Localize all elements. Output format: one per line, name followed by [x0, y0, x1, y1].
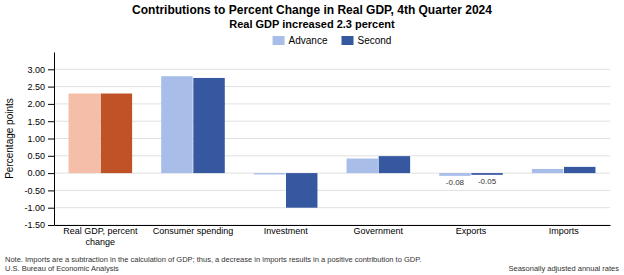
tick: -1.50 — [24, 220, 54, 230]
tick-mark — [48, 190, 54, 191]
x-axis: Real GDP, percentchange Consumer spending… — [55, 226, 611, 247]
series — [69, 76, 564, 176]
grid-line — [54, 103, 610, 104]
tick: 2.50 — [27, 82, 54, 92]
grid-line — [54, 190, 610, 191]
tick-label: Consumer spending — [153, 226, 234, 236]
bar — [161, 76, 192, 173]
note: U.S. Bureau of Economic Analysis — [5, 264, 119, 273]
tick: 1.00 — [27, 134, 54, 144]
tick-mark — [48, 208, 54, 209]
chart: -1.50 -1.00 -0.50 0.00 0.50 1.00 1.50 2.00 2.50 3… — [0, 0, 624, 275]
bar — [254, 173, 285, 174]
legend-item: Second — [342, 35, 392, 46]
tick-label: Real GDP, percentchange — [63, 226, 138, 246]
tick: 0.50 — [27, 151, 54, 161]
tick: 0.00 — [27, 168, 54, 178]
data-labels: -0.08 -0.05 — [446, 177, 497, 187]
legend: Advance Second — [273, 35, 392, 46]
tick-label: 1.00 — [27, 134, 45, 144]
tick-mark — [48, 87, 54, 88]
tick-label: -1.00 — [24, 203, 45, 213]
tick-mark — [48, 104, 54, 105]
tick: Consumer spending — [153, 226, 234, 236]
bar — [379, 156, 410, 173]
bar — [193, 78, 224, 173]
tick-label: Imports — [549, 226, 580, 236]
y-axis: -1.50 -1.00 -0.50 0.00 0.50 1.00 1.50 2.00 2.50 3… — [24, 53, 54, 231]
tick-mark — [48, 225, 54, 226]
bar — [532, 169, 563, 173]
bar — [69, 94, 100, 174]
tick-label: 0.00 — [27, 168, 45, 178]
tick-mark — [48, 156, 54, 157]
bar — [101, 94, 132, 174]
legend-swatch — [342, 36, 354, 45]
axis-line — [54, 53, 55, 226]
tick: Exports — [456, 226, 487, 236]
note: Note. Imports are a subtraction in the c… — [5, 255, 421, 264]
tick-label: Government — [354, 226, 404, 236]
grid-line — [54, 155, 610, 156]
legend-label: Second — [358, 35, 392, 46]
series — [101, 78, 596, 208]
tick-mark — [48, 139, 54, 140]
bar — [439, 173, 470, 176]
tick: 3.00 — [27, 65, 54, 75]
grid-line — [54, 207, 610, 208]
tick-mark — [48, 173, 54, 174]
bars — [69, 76, 596, 207]
data-label: -0.08 — [446, 178, 465, 187]
tick: Government — [354, 226, 404, 236]
tick-label: 3.00 — [27, 65, 45, 75]
tick: -0.50 — [24, 186, 54, 196]
tick-label: Exports — [456, 226, 487, 236]
axis-title: Percentage points — [4, 98, 15, 179]
grid — [54, 69, 610, 225]
bar — [347, 159, 378, 174]
tick: 1.50 — [27, 117, 54, 127]
tick-label: 0.50 — [27, 151, 45, 161]
tick: Investment — [264, 226, 309, 236]
tick-label: -1.50 — [24, 220, 45, 230]
bar — [564, 167, 595, 173]
plot: -1.50 -1.00 -0.50 0.00 0.50 1.00 1.50 2.00 2.50 3… — [24, 53, 610, 247]
note: Seasonally adjusted annual rates — [509, 264, 620, 273]
tick-label: -0.50 — [24, 186, 45, 196]
legend-label: Advance — [289, 35, 328, 46]
legend-swatch — [273, 36, 285, 45]
grid-line — [54, 173, 610, 174]
bar — [286, 173, 317, 208]
tick-label: 2.50 — [27, 82, 45, 92]
tick: Real GDP, percentchange — [63, 226, 138, 246]
title: Contributions to Percent Change in Real … — [132, 3, 492, 17]
bar — [471, 173, 502, 175]
subtitle: Real GDP increased 2.3 percent — [229, 18, 395, 30]
grid-line — [54, 86, 610, 87]
grid-line — [54, 225, 610, 226]
tick-mark — [48, 69, 54, 70]
legend-item: Advance — [273, 35, 328, 46]
grid-line — [54, 138, 610, 139]
tick-label: 2.00 — [27, 99, 45, 109]
tick: Imports — [549, 226, 580, 236]
tick: -1.00 — [24, 203, 54, 213]
tick-label: Investment — [264, 226, 309, 236]
grid-line — [54, 121, 610, 122]
tick-mark — [48, 121, 54, 122]
axis-line — [55, 225, 611, 226]
data-label: -0.05 — [478, 177, 497, 186]
grid-line — [54, 69, 610, 70]
tick-label: 1.50 — [27, 117, 45, 127]
tick: 2.00 — [27, 99, 54, 109]
